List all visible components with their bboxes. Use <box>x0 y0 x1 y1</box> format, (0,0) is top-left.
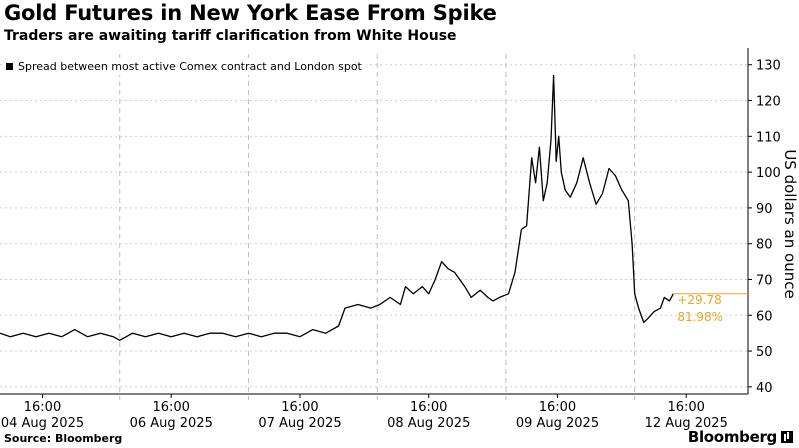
percent-annotation: 81.98% <box>677 309 724 324</box>
brand-label: Bloomberg <box>687 428 777 446</box>
series-layer <box>0 74 674 341</box>
last-value-annotation: +29.78 <box>677 292 722 307</box>
chart-title: Gold Futures in New York Ease From Spike <box>4 1 497 25</box>
x-tick-date-label: 07 Aug 2025 <box>258 416 341 431</box>
x-tick-time-label: 16:00 <box>281 400 318 415</box>
legend: Spread between most active Comex contrac… <box>3 58 366 75</box>
y-tick-label: 80 <box>756 238 773 253</box>
x-tick-date-label: 09 Aug 2025 <box>516 416 599 431</box>
bloomberg-mark-icon <box>781 431 793 443</box>
x-tick-date-label: 04 Aug 2025 <box>1 416 84 431</box>
x-tick-date-label: 12 Aug 2025 <box>645 416 728 431</box>
source-note: Source: Bloomberg <box>4 432 123 445</box>
axis-layer <box>0 48 749 395</box>
day-separator-layer <box>119 54 636 400</box>
tick-label-layer: 40 50 60 70 80 90 100 110 120 130 US dollars an ou… <box>1 59 799 431</box>
y-tick-label: 90 <box>756 202 773 217</box>
series-line-0 <box>0 74 674 341</box>
grid-layer <box>0 64 748 388</box>
y-tick-label: 100 <box>756 166 781 181</box>
legend-label: Spread between most active Comex contrac… <box>18 60 362 73</box>
y-tick-label: 40 <box>756 381 773 396</box>
bloomberg-logo: Bloomberg <box>688 428 793 446</box>
chart-subtitle: Traders are awaiting tariff clarificatio… <box>4 28 457 44</box>
x-tick-time-label: 16:00 <box>152 400 189 415</box>
y-tick-label: 110 <box>756 130 781 145</box>
y-axis-label: US dollars an ounce <box>781 149 799 298</box>
y-tick-label: 60 <box>756 309 773 324</box>
x-tick-time-label: 16:00 <box>410 400 447 415</box>
x-tick-time-label: 16:00 <box>539 400 576 415</box>
y-tick-label: 130 <box>756 59 781 74</box>
y-tick-label: 70 <box>756 273 773 288</box>
legend-swatch <box>6 63 13 70</box>
y-tick-label: 50 <box>756 345 773 360</box>
x-tick-date-label: 08 Aug 2025 <box>387 416 470 431</box>
x-tick-time-label: 16:00 <box>667 400 704 415</box>
x-tick-time-label: 16:00 <box>24 400 61 415</box>
x-tick-date-label: 06 Aug 2025 <box>130 416 213 431</box>
y-tick-label: 120 <box>756 95 781 110</box>
